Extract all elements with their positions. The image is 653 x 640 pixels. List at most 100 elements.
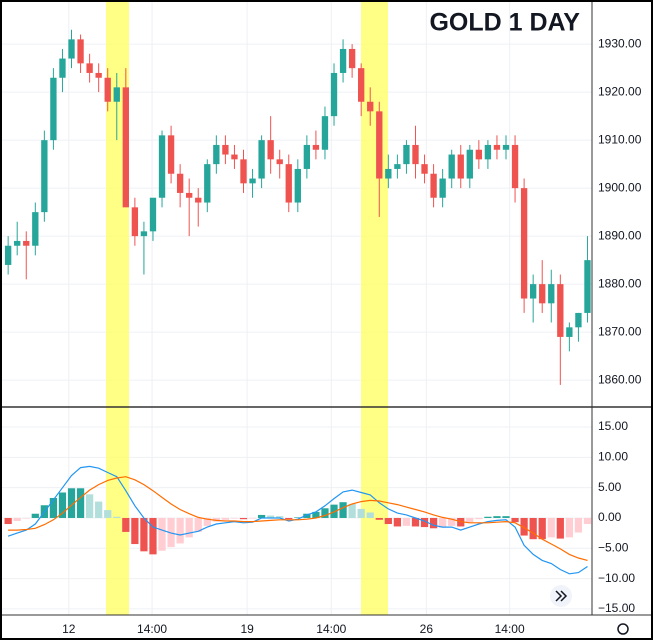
candle-body <box>149 197 157 232</box>
settings-icon[interactable] <box>617 623 629 635</box>
histogram-bar <box>131 517 139 545</box>
candle-body <box>448 154 455 179</box>
histogram-bar <box>239 517 248 520</box>
histogram-bar <box>257 514 266 518</box>
scroll-button[interactable] <box>550 585 572 607</box>
y-tick-label: 1910.00 <box>598 132 642 146</box>
candle-body <box>466 149 473 179</box>
histogram-bar <box>113 516 121 518</box>
highlight-band <box>361 0 388 615</box>
histogram-bar <box>493 516 501 518</box>
histogram-bar <box>457 517 465 527</box>
histogram-bar <box>375 517 383 520</box>
candle-body <box>439 178 446 198</box>
candle-body <box>330 72 338 117</box>
histogram-bar <box>402 517 411 526</box>
candle-body <box>294 168 301 203</box>
histogram-bar <box>149 517 157 555</box>
x-tick-label: 14:00 <box>495 622 525 636</box>
candle-body <box>77 39 84 64</box>
histogram-bar <box>529 517 537 540</box>
candle-body <box>394 164 401 169</box>
candle-body <box>511 144 519 189</box>
histogram-bar <box>104 510 112 518</box>
candle-body <box>348 48 356 69</box>
histogram-bar <box>140 517 148 552</box>
histogram-bar <box>538 517 546 540</box>
y-tick-label: 1870.00 <box>598 324 642 338</box>
candle-body <box>195 197 202 203</box>
x-tick-label: 12 <box>62 622 76 636</box>
histogram-bar <box>248 517 257 519</box>
histogram-bar <box>158 517 166 551</box>
candle-body <box>457 154 464 179</box>
candle-body <box>113 87 120 102</box>
histogram-bar <box>203 517 211 526</box>
histogram-bar <box>267 515 275 518</box>
histogram-bar <box>339 502 347 518</box>
candle-body <box>321 116 329 150</box>
histogram-bar <box>393 517 402 527</box>
candle-body <box>104 77 111 102</box>
candle-body <box>430 173 437 198</box>
candle-body <box>403 144 410 165</box>
histogram-bar <box>520 517 528 536</box>
histogram-bar <box>230 517 239 519</box>
histogram-bar <box>276 516 284 518</box>
candle-body <box>385 168 392 179</box>
scroll-icon[interactable] <box>555 590 568 602</box>
candle-body <box>584 260 591 313</box>
candle-body <box>23 240 30 246</box>
histogram-bar <box>583 517 592 525</box>
candle-body <box>358 68 365 102</box>
candle-body <box>231 154 238 160</box>
candle-body <box>475 149 483 160</box>
histogram-bar <box>294 517 302 518</box>
y-tick-label: 0.00 <box>598 510 622 524</box>
histogram-bar <box>357 508 365 518</box>
y-tick-label: −10.00 <box>598 571 635 585</box>
y-tick-label: 1890.00 <box>598 228 642 242</box>
x-tick-label: 19 <box>240 622 254 636</box>
chart-title: GOLD 1 DAY <box>429 9 580 37</box>
histogram-bar <box>429 517 438 529</box>
settings-button[interactable] <box>617 623 629 635</box>
histogram-bar <box>439 517 447 528</box>
histogram-bar <box>411 517 420 527</box>
candle-body <box>412 144 419 165</box>
histogram-bar <box>466 517 474 523</box>
y-tick-label: 1920.00 <box>598 84 642 98</box>
marks-layer <box>4 29 592 575</box>
candle-body <box>276 159 283 165</box>
histogram-bar <box>285 517 293 520</box>
candle-body <box>249 178 256 184</box>
candle-body <box>566 327 573 337</box>
y-tick-label: 1900.00 <box>598 180 642 194</box>
histogram-bar <box>312 511 320 518</box>
histogram-bar <box>4 517 12 525</box>
candle-body <box>41 140 48 213</box>
histogram-bar <box>420 517 429 528</box>
candle-body <box>122 87 129 208</box>
histogram-bar <box>565 517 573 538</box>
candle-body <box>557 284 564 337</box>
histogram-bar <box>448 517 456 526</box>
histogram-bar <box>95 501 103 518</box>
candle-body <box>176 173 184 193</box>
histogram-bar <box>58 492 67 518</box>
histogram-bar <box>176 517 184 544</box>
candle-body <box>339 48 347 73</box>
histogram-bar <box>194 517 202 532</box>
candle-body <box>258 140 265 179</box>
candle-body <box>213 144 220 165</box>
candle-body <box>4 245 12 265</box>
histogram-bar <box>556 517 564 539</box>
histogram-bar <box>31 513 39 518</box>
histogram-bar <box>502 516 510 518</box>
x-tick-label: 14:00 <box>316 622 346 636</box>
y-tick-label: 5.00 <box>598 480 622 494</box>
candle-body <box>68 39 75 59</box>
